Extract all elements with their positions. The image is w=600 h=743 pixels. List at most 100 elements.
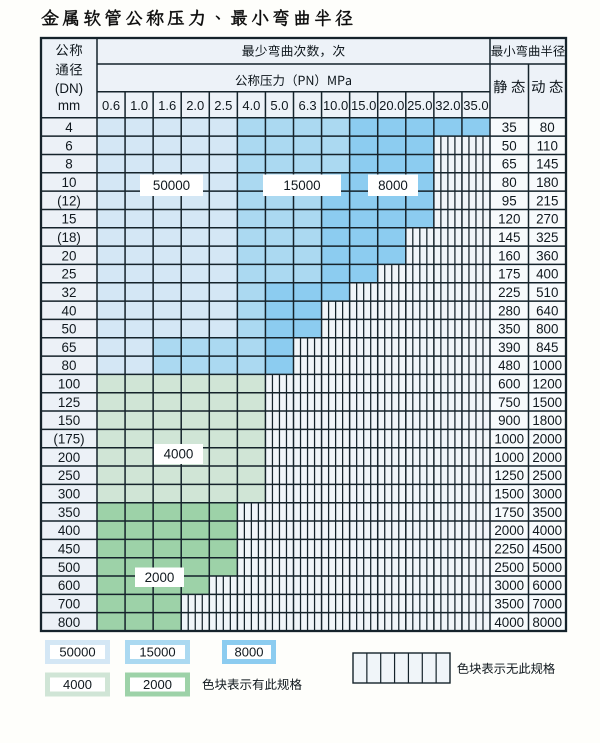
- svg-text:160: 160: [498, 248, 520, 263]
- svg-text:65: 65: [502, 157, 517, 172]
- svg-text:1.6: 1.6: [158, 98, 176, 113]
- svg-text:215: 215: [536, 193, 558, 208]
- svg-text:390: 390: [498, 340, 520, 355]
- svg-text:180: 180: [536, 175, 558, 190]
- svg-text:80: 80: [502, 175, 517, 190]
- svg-text:100: 100: [58, 377, 80, 392]
- svg-text:(175): (175): [53, 432, 84, 447]
- svg-text:510: 510: [536, 285, 558, 300]
- svg-text:270: 270: [536, 212, 558, 227]
- svg-text:mm: mm: [58, 98, 80, 113]
- svg-text:640: 640: [536, 303, 558, 318]
- svg-text:(DN): (DN): [55, 81, 83, 96]
- svg-text:845: 845: [536, 340, 558, 355]
- svg-text:2250: 2250: [494, 542, 524, 557]
- svg-text:15.0: 15.0: [351, 98, 376, 113]
- svg-text:360: 360: [536, 248, 558, 263]
- svg-text:1750: 1750: [494, 505, 524, 520]
- svg-text:1000: 1000: [532, 358, 562, 373]
- svg-text:6: 6: [65, 138, 72, 153]
- svg-text:8000: 8000: [378, 178, 408, 193]
- svg-text:15000: 15000: [283, 178, 320, 193]
- svg-text:65: 65: [62, 340, 77, 355]
- svg-text:80: 80: [62, 358, 77, 373]
- svg-text:150: 150: [58, 413, 80, 428]
- svg-text:50000: 50000: [59, 645, 95, 660]
- svg-text:4: 4: [65, 120, 73, 135]
- svg-text:4000: 4000: [494, 615, 524, 630]
- svg-text:5000: 5000: [532, 560, 562, 575]
- svg-text:32.0: 32.0: [435, 98, 460, 113]
- svg-text:800: 800: [58, 615, 80, 630]
- svg-text:1500: 1500: [532, 395, 562, 410]
- svg-text:8000: 8000: [532, 615, 562, 630]
- svg-text:95: 95: [502, 193, 517, 208]
- svg-text:4000: 4000: [532, 523, 562, 538]
- svg-text:1200: 1200: [532, 377, 562, 392]
- svg-text:700: 700: [58, 597, 80, 612]
- svg-text:3000: 3000: [494, 578, 524, 593]
- svg-text:3000: 3000: [532, 487, 562, 502]
- svg-text:6.3: 6.3: [299, 98, 317, 113]
- svg-text:80: 80: [540, 120, 555, 135]
- svg-text:35.0: 35.0: [463, 98, 488, 113]
- svg-text:300: 300: [58, 487, 80, 502]
- svg-text:2.0: 2.0: [186, 98, 204, 113]
- svg-text:2000: 2000: [145, 570, 175, 585]
- svg-text:200: 200: [58, 450, 80, 465]
- svg-text:900: 900: [498, 413, 520, 428]
- svg-text:1000: 1000: [494, 432, 524, 447]
- svg-text:400: 400: [58, 523, 80, 538]
- svg-text:350: 350: [498, 322, 520, 337]
- svg-text:2000: 2000: [143, 677, 172, 692]
- svg-text:1000: 1000: [494, 450, 524, 465]
- svg-text:600: 600: [498, 377, 520, 392]
- svg-text:4.0: 4.0: [242, 98, 260, 113]
- svg-text:2500: 2500: [494, 560, 524, 575]
- svg-text:480: 480: [498, 358, 520, 373]
- svg-text:125: 125: [58, 395, 80, 410]
- svg-text:(12): (12): [57, 193, 81, 208]
- svg-text:2000: 2000: [532, 432, 562, 447]
- svg-text:280: 280: [498, 303, 520, 318]
- svg-text:5.0: 5.0: [270, 98, 288, 113]
- svg-text:225: 225: [498, 285, 520, 300]
- svg-text:4000: 4000: [63, 677, 92, 692]
- svg-text:4500: 4500: [532, 542, 562, 557]
- svg-text:6000: 6000: [532, 578, 562, 593]
- svg-text:8: 8: [65, 157, 72, 172]
- svg-text:15000: 15000: [139, 645, 175, 660]
- svg-text:50: 50: [502, 138, 517, 153]
- svg-text:350: 350: [58, 505, 80, 520]
- svg-text:7000: 7000: [532, 597, 562, 612]
- svg-text:15: 15: [62, 212, 77, 227]
- svg-text:8000: 8000: [235, 645, 264, 660]
- svg-text:4000: 4000: [164, 447, 194, 462]
- svg-text:1800: 1800: [532, 413, 562, 428]
- svg-text:25.0: 25.0: [407, 98, 432, 113]
- svg-text:1500: 1500: [494, 487, 524, 502]
- svg-text:145: 145: [536, 157, 558, 172]
- svg-text:0.6: 0.6: [102, 98, 120, 113]
- svg-text:325: 325: [536, 230, 558, 245]
- svg-text:500: 500: [58, 560, 80, 575]
- svg-text:2000: 2000: [494, 523, 524, 538]
- svg-text:50000: 50000: [153, 178, 190, 193]
- svg-text:20.0: 20.0: [379, 98, 404, 113]
- svg-text:(18): (18): [57, 230, 81, 245]
- svg-text:10.0: 10.0: [323, 98, 348, 113]
- svg-text:120: 120: [498, 212, 520, 227]
- svg-text:145: 145: [498, 230, 520, 245]
- svg-text:450: 450: [58, 542, 80, 557]
- svg-text:2500: 2500: [532, 468, 562, 483]
- svg-text:20: 20: [62, 248, 77, 263]
- svg-text:1.0: 1.0: [130, 98, 148, 113]
- svg-text:600: 600: [58, 578, 80, 593]
- svg-text:40: 40: [62, 303, 77, 318]
- svg-text:110: 110: [537, 138, 558, 153]
- svg-text:3500: 3500: [494, 597, 524, 612]
- svg-text:750: 750: [498, 395, 520, 410]
- svg-text:25: 25: [62, 267, 77, 282]
- svg-text:800: 800: [536, 322, 558, 337]
- svg-text:2.5: 2.5: [214, 98, 232, 113]
